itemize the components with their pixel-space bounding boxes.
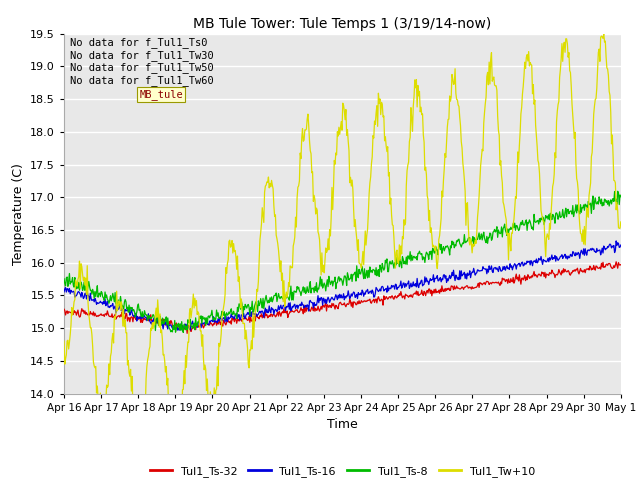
Title: MB Tule Tower: Tule Temps 1 (3/19/14-now): MB Tule Tower: Tule Temps 1 (3/19/14-now… bbox=[193, 17, 492, 31]
Text: No data for f_Tul1_Ts0
No data for f_Tul1_Tw30
No data for f_Tul1_Tw50
No data f: No data for f_Tul1_Ts0 No data for f_Tul… bbox=[70, 37, 213, 85]
Text: MB_tule: MB_tule bbox=[139, 89, 183, 100]
X-axis label: Time: Time bbox=[327, 418, 358, 431]
Legend: Tul1_Ts-32, Tul1_Ts-16, Tul1_Ts-8, Tul1_Tw+10: Tul1_Ts-32, Tul1_Ts-16, Tul1_Ts-8, Tul1_… bbox=[145, 462, 540, 480]
Y-axis label: Temperature (C): Temperature (C) bbox=[12, 163, 25, 264]
